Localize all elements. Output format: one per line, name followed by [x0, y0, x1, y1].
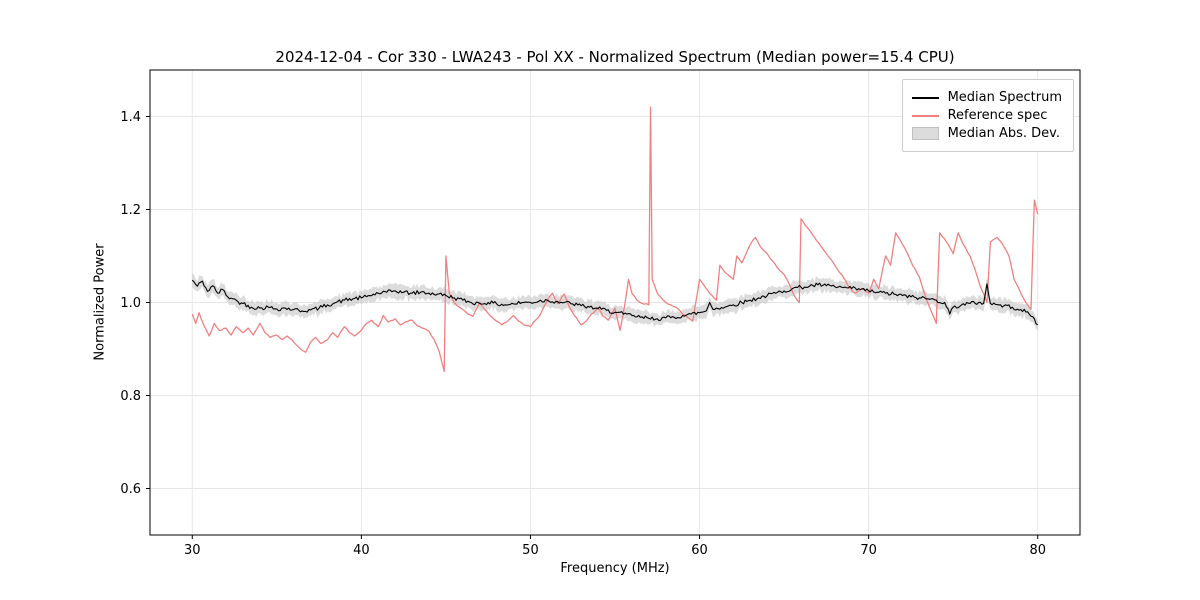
- x-tick-label: 60: [691, 543, 708, 558]
- reference-spec-line: [191, 106, 1039, 372]
- legend-item-median-spectrum: Median Spectrum: [911, 90, 1062, 105]
- grid-lines: [150, 70, 1080, 535]
- median-abs-dev-band: [192, 272, 1038, 331]
- chart-title: 2024-12-04 - Cor 330 - LWA243 - Pol XX -…: [275, 48, 955, 66]
- y-tick-label: 1.4: [120, 110, 141, 125]
- x-tick-label: 40: [353, 543, 370, 558]
- y-tick-label: 1.0: [120, 296, 141, 311]
- legend-label-median-spectrum: Median Spectrum: [947, 90, 1062, 105]
- tick-marks-and-labels: 30 40 50 60 70 80 0.6 0.8 1.0 1.2 1.4: [120, 110, 1046, 558]
- legend-label-reference-spec: Reference spec: [947, 108, 1048, 123]
- reference-spec-line-swatch: [911, 114, 939, 117]
- x-tick-label: 50: [522, 543, 539, 558]
- legend-item-median-abs-dev: Median Abs. Dev.: [911, 126, 1062, 141]
- median-spectrum-line-swatch: [911, 96, 939, 99]
- legend: Median Spectrum Reference spec Median Ab…: [901, 79, 1074, 152]
- x-tick-label: 80: [1029, 543, 1046, 558]
- x-tick-label: 70: [860, 543, 877, 558]
- x-tick-label: 30: [184, 543, 201, 558]
- x-axis-label: Frequency (MHz): [560, 561, 670, 576]
- legend-item-reference-spec: Reference spec: [911, 108, 1062, 123]
- median-abs-dev-patch-swatch: [911, 127, 939, 140]
- legend-label-median-abs-dev: Median Abs. Dev.: [947, 126, 1061, 141]
- mad-band: [192, 272, 1038, 331]
- y-tick-label: 0.8: [120, 389, 141, 404]
- spectrum-lines: [191, 106, 1039, 372]
- y-tick-label: 0.6: [120, 482, 141, 497]
- median-spectrum-line: [191, 279, 1039, 326]
- y-tick-label: 1.2: [120, 203, 141, 218]
